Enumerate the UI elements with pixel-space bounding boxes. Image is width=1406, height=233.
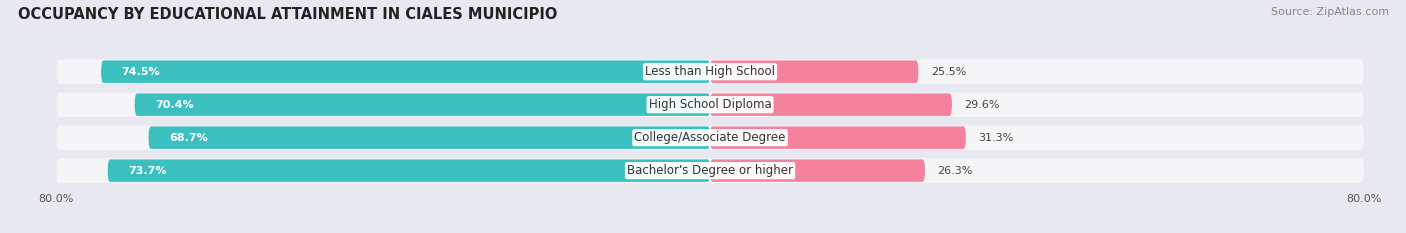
FancyBboxPatch shape: [56, 158, 1364, 183]
FancyBboxPatch shape: [710, 127, 966, 149]
FancyBboxPatch shape: [710, 61, 918, 83]
Text: 29.6%: 29.6%: [965, 100, 1000, 110]
Text: 25.5%: 25.5%: [931, 67, 966, 77]
Text: 74.5%: 74.5%: [121, 67, 160, 77]
FancyBboxPatch shape: [101, 61, 710, 83]
FancyBboxPatch shape: [710, 93, 952, 116]
FancyBboxPatch shape: [710, 159, 925, 182]
Text: High School Diploma: High School Diploma: [648, 98, 772, 111]
FancyBboxPatch shape: [149, 127, 710, 149]
FancyBboxPatch shape: [135, 93, 710, 116]
Text: 31.3%: 31.3%: [979, 133, 1014, 143]
Text: 70.4%: 70.4%: [155, 100, 194, 110]
Text: OCCUPANCY BY EDUCATIONAL ATTAINMENT IN CIALES MUNICIPIO: OCCUPANCY BY EDUCATIONAL ATTAINMENT IN C…: [18, 7, 558, 22]
Text: 68.7%: 68.7%: [169, 133, 208, 143]
Text: 26.3%: 26.3%: [938, 166, 973, 176]
Text: Bachelor's Degree or higher: Bachelor's Degree or higher: [627, 164, 793, 177]
FancyBboxPatch shape: [56, 125, 1364, 150]
Text: College/Associate Degree: College/Associate Degree: [634, 131, 786, 144]
Text: 73.7%: 73.7%: [128, 166, 167, 176]
Text: Less than High School: Less than High School: [645, 65, 775, 78]
FancyBboxPatch shape: [56, 59, 1364, 84]
FancyBboxPatch shape: [56, 93, 1364, 117]
Text: Source: ZipAtlas.com: Source: ZipAtlas.com: [1271, 7, 1389, 17]
FancyBboxPatch shape: [108, 159, 710, 182]
